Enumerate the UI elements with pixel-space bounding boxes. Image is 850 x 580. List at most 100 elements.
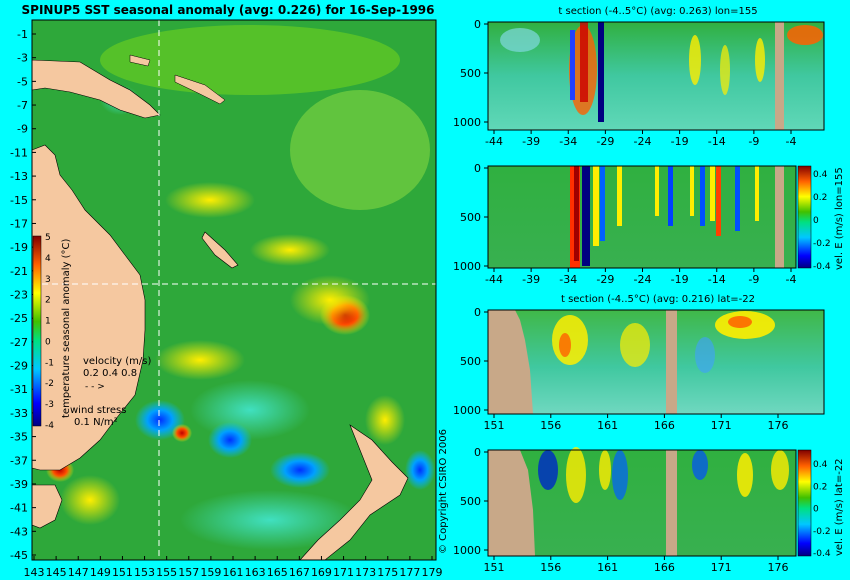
panel2-x-tick-label: -39 xyxy=(522,273,540,286)
map-colorbar-tick: -1 xyxy=(45,358,54,368)
map-colorbar-tick: 2 xyxy=(45,296,51,306)
panel4-plot xyxy=(487,447,797,557)
panel3-title: t section (-4..5°C) (avg: 0.216) lat=-22 xyxy=(561,294,755,305)
map-lon-tick-label: 163 xyxy=(245,566,266,579)
velocity-legend-arrows: - - > xyxy=(85,382,105,392)
map-colorbar-tick: 4 xyxy=(45,254,51,264)
map-colorbar-tick: -2 xyxy=(45,379,54,389)
land-new-britain xyxy=(129,54,151,67)
panel1-x-tick-label: -39 xyxy=(522,135,540,148)
panel3-x-tick-label: 156 xyxy=(540,419,561,432)
panel4-colorbar-ticks: 0.4 0.2 0 -0.2 -0.4 xyxy=(813,460,831,559)
panel2-x-tick-label: -14 xyxy=(708,273,726,286)
panel4-colorbar-tick: -0.4 xyxy=(813,549,831,559)
map-lon-tick-label: 173 xyxy=(355,566,376,579)
map-lat-tick-label: -45 xyxy=(10,549,28,562)
panel4-x-tick-label: 166 xyxy=(654,561,675,574)
panel2-x-tick-label: -9 xyxy=(748,273,759,286)
panel1-x-tick-label: -44 xyxy=(485,135,503,148)
map-lon-tick-label: 151 xyxy=(112,566,133,579)
panel2-colorbar-tick: 0 xyxy=(813,216,819,226)
map-colorbar-tick: 5 xyxy=(45,233,51,243)
land-solomons xyxy=(174,74,226,105)
map-lat-tick-label: -15 xyxy=(10,194,28,207)
land-new-zealand xyxy=(299,424,409,561)
map-plot-area xyxy=(31,19,437,561)
panel2-x-tick-label: -44 xyxy=(485,273,503,286)
panel1-y-tick-label: 500 xyxy=(460,67,481,80)
map-lon-tick-label: 169 xyxy=(311,566,332,579)
panel4-x-tick-label: 176 xyxy=(768,561,789,574)
panel1-x-tick-label: -9 xyxy=(748,135,759,148)
map-colorbar-tick: -3 xyxy=(45,400,54,410)
map-lat-tick-label: -39 xyxy=(10,478,28,491)
panel3-x-tick-label: 171 xyxy=(711,419,732,432)
panel3-y-tick-label: 500 xyxy=(460,355,481,368)
map-colorbar-tick: 0 xyxy=(45,337,51,347)
panel3-x-tick-label: 151 xyxy=(484,419,505,432)
panel4-colorbar-label: vel. E (m/s) lat=-22 xyxy=(834,458,845,556)
panel4-y-tick-label: 0 xyxy=(474,446,481,459)
map-colorbar-ticks: 5 4 3 2 1 0 -1 -2 -3 -4 xyxy=(45,233,54,431)
map-lat-tick-label: -21 xyxy=(10,265,28,278)
map-lat-tick-label: -1 xyxy=(17,28,28,41)
panel1-x-tick-label: -4 xyxy=(786,135,797,148)
land-australia xyxy=(31,144,146,471)
panel4-colorbar-tick: -0.2 xyxy=(813,527,831,537)
panel2-y-tick-label: 500 xyxy=(460,211,481,224)
map-lat-tick-label: -27 xyxy=(10,336,28,349)
panel4-x-tick-label: 151 xyxy=(484,561,505,574)
map-lat-tick-label: -25 xyxy=(10,312,28,325)
panel1-title: t section (-4..5°C) (avg: 0.263) lon=155 xyxy=(558,6,757,17)
map-lon-tick-label: 179 xyxy=(422,566,443,579)
map-lon-tick-label: 159 xyxy=(200,566,221,579)
panel4-colorbar-tick: 0 xyxy=(813,505,819,515)
map-lon-ticks: 143 145 147 149 151 153 155 157 159 161 163 165 167 1… xyxy=(24,556,443,579)
panel4-y-ticks: 0 500 1000 xyxy=(453,446,488,557)
map-colorbar-scale xyxy=(32,235,42,427)
panel2-y-ticks: 0 500 1000 xyxy=(453,162,488,273)
panel1-x-tick-label: -34 xyxy=(559,135,577,148)
map-colorbar-tick: 3 xyxy=(45,275,51,285)
map-lat-tick-label: -43 xyxy=(10,525,28,538)
map-lat-tick-label: -29 xyxy=(10,360,28,373)
velocity-legend-title: velocity (m/s) xyxy=(83,356,151,367)
panel4-x-tick-label: 161 xyxy=(597,561,618,574)
panel4-y-tick-label: 1000 xyxy=(453,544,481,557)
panel1-y-tick-label: 1000 xyxy=(453,116,481,129)
land-new-caledonia xyxy=(201,231,239,269)
map-lon-tick-label: 153 xyxy=(134,566,155,579)
map-lat-tick-label: -31 xyxy=(10,383,28,396)
panel3-y-tick-label: 0 xyxy=(474,306,481,319)
panel4-colorbar: 0.4 0.2 0 -0.2 -0.4 vel. E (m/s) lat=-22 xyxy=(797,449,845,559)
panel3-x-tick-label: 166 xyxy=(654,419,675,432)
panel3-y-tick-label: 1000 xyxy=(453,404,481,417)
panel3-y-ticks: 0 500 1000 xyxy=(453,306,488,417)
panel1-x-tick-label: -29 xyxy=(596,135,614,148)
panel2-x-tick-label: -4 xyxy=(786,273,797,286)
map-lon-tick-label: 175 xyxy=(377,566,398,579)
map-colorbar: 5 4 3 2 1 0 -1 -2 -3 -4 temperature seasonal anom… xyxy=(32,233,72,431)
panel4-y-tick-label: 500 xyxy=(460,495,481,508)
map-lat-tick-label: -35 xyxy=(10,431,28,444)
map-lat-ticks: -1 -3 -5 -7 -9 -11 -13 -15 -17 -19 -21 -23 -25 -27 -29… xyxy=(10,28,36,562)
panel1-x-tick-label: -24 xyxy=(634,135,652,148)
map-lat-tick-label: -17 xyxy=(10,217,28,230)
land-png xyxy=(31,59,161,119)
panel3-x-tick-label: 176 xyxy=(768,419,789,432)
panel4-colorbar-tick: 0.4 xyxy=(813,460,828,470)
map-lat-tick-label: -19 xyxy=(10,241,28,254)
panel3-plot xyxy=(487,309,825,415)
map-lat-tick-label: -37 xyxy=(10,454,28,467)
panel2-x-ticks: -44 -39 -34 -29 -24 -19 -14 -9 -4 xyxy=(485,268,796,286)
panel2-x-tick-label: -29 xyxy=(596,273,614,286)
map-lat-tick-label: -3 xyxy=(17,52,28,65)
panel2-colorbar-ticks: 0.4 0.2 0 -0.2 -0.4 xyxy=(813,170,831,272)
panel4-x-tick-label: 156 xyxy=(540,561,561,574)
map-colorbar-tick: -4 xyxy=(45,421,54,431)
panel1-x-ticks: -44 -39 -34 -29 -24 -19 -14 -9 -4 xyxy=(485,130,796,148)
map-lon-tick-label: 167 xyxy=(289,566,310,579)
panel2-x-tick-label: -19 xyxy=(671,273,689,286)
panel2-y-tick-label: 0 xyxy=(474,162,481,175)
